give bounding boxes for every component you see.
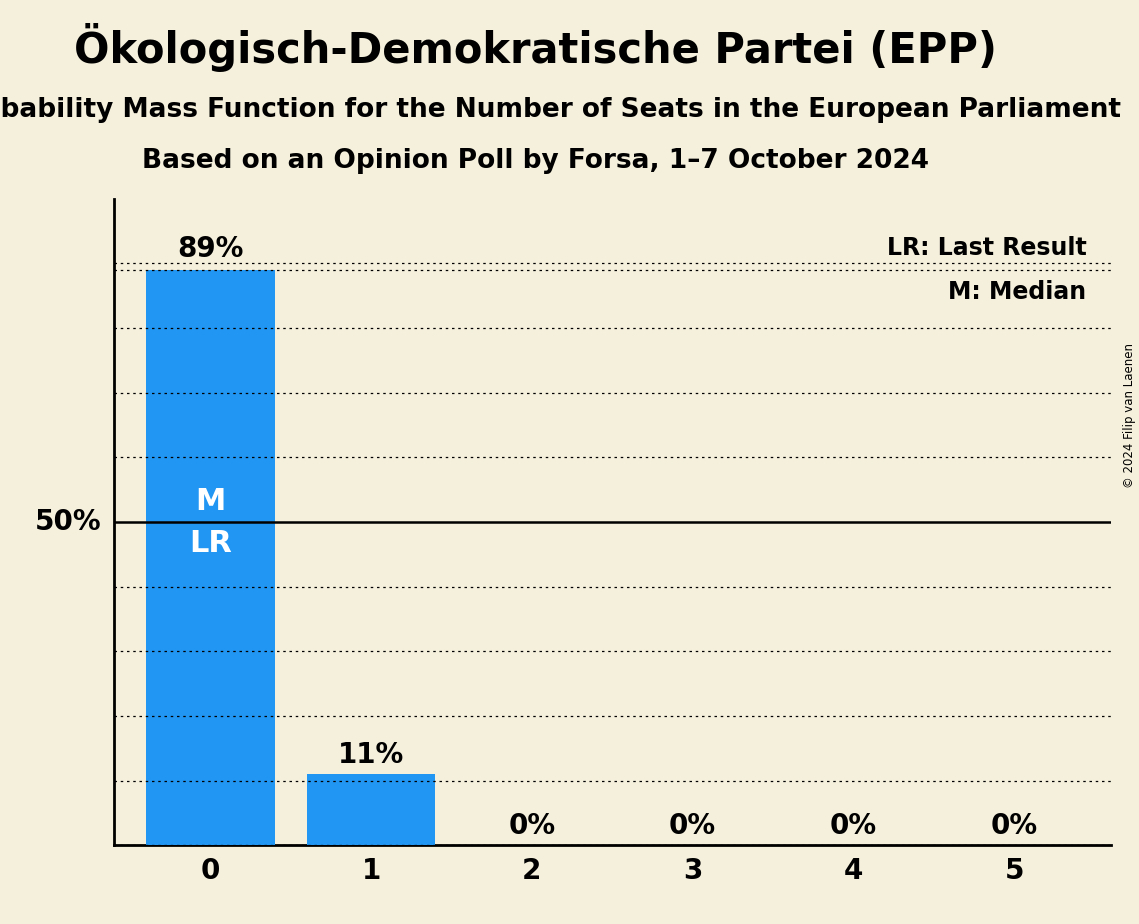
Text: Based on an Opinion Poll by Forsa, 1–7 October 2024: Based on an Opinion Poll by Forsa, 1–7 O… [142, 148, 928, 174]
Text: 0%: 0% [991, 812, 1038, 840]
Bar [146, 270, 274, 845]
Text: 89%: 89% [178, 236, 244, 263]
Text: Probability Mass Function for the Number of Seats in the European Parliament: Probability Mass Function for the Number… [0, 97, 1121, 123]
Text: 0%: 0% [830, 812, 877, 840]
Text: LR: LR [189, 529, 231, 557]
Text: M: M [195, 487, 226, 516]
Bar [306, 774, 435, 845]
Text: 0%: 0% [669, 812, 716, 840]
Text: M: Median: M: Median [949, 279, 1087, 303]
Text: 11%: 11% [338, 741, 404, 769]
Text: 50%: 50% [34, 508, 101, 536]
Text: Ökologisch-Demokratische Partei (EPP): Ökologisch-Demokratische Partei (EPP) [74, 23, 997, 72]
Text: © 2024 Filip van Laenen: © 2024 Filip van Laenen [1123, 344, 1137, 488]
Text: LR: Last Result: LR: Last Result [886, 237, 1087, 261]
Text: 0%: 0% [508, 812, 556, 840]
